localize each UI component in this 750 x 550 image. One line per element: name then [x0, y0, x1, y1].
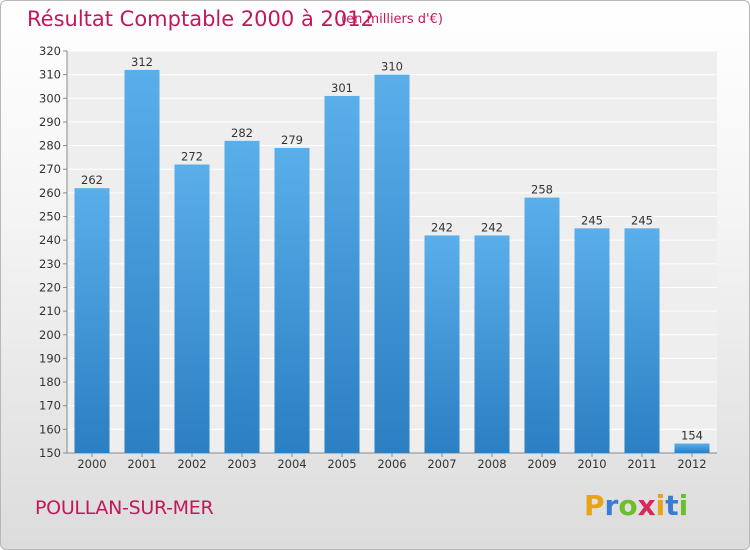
logo-letter: r: [604, 489, 619, 522]
logo-letter: i: [678, 489, 689, 522]
x-tick-label: 2011: [627, 457, 656, 471]
logo-letter: P: [584, 489, 605, 522]
data-label: 154: [681, 429, 703, 443]
x-tick-label: 2002: [177, 457, 206, 471]
city-name: POULLAN-SUR-MER: [35, 497, 214, 519]
x-tick-label: 2008: [477, 457, 506, 471]
x-tick-label: 2007: [427, 457, 456, 471]
data-label: 245: [581, 213, 603, 227]
data-label: 258: [531, 183, 553, 197]
data-label: 282: [231, 126, 253, 140]
y-tick-label: 270: [39, 162, 61, 176]
y-tick-label: 240: [39, 233, 61, 247]
y-tick-label: 230: [39, 257, 61, 271]
y-tick-label: 210: [39, 304, 61, 318]
y-tick-label: 170: [39, 399, 61, 413]
x-tick-label: 2004: [277, 457, 306, 471]
bar: [174, 164, 210, 453]
x-tick-label: 2003: [227, 457, 256, 471]
x-tick-label: 2001: [127, 457, 156, 471]
y-tick-label: 200: [39, 328, 61, 342]
bar: [674, 443, 710, 453]
x-tick-label: 2012: [677, 457, 706, 471]
bar: [424, 235, 460, 453]
logo-letter: x: [637, 489, 656, 522]
y-tick-label: 150: [39, 446, 61, 460]
proxiti-logo[interactable]: Proxiti: [584, 489, 688, 522]
data-label: 262: [81, 173, 103, 187]
bar: [224, 140, 260, 453]
chart-subtitle: (en milliers d'€): [341, 12, 443, 27]
y-tick-label: 300: [39, 91, 61, 105]
data-label: 312: [131, 55, 153, 69]
bar: [574, 228, 610, 453]
y-tick-label: 310: [39, 68, 61, 82]
data-label: 242: [481, 220, 503, 234]
logo-letter: o: [618, 489, 638, 522]
bar: [124, 69, 160, 453]
x-tick-label: 2006: [377, 457, 406, 471]
bar: [474, 235, 510, 453]
bar: [324, 95, 360, 453]
x-tick-label: 2009: [527, 457, 556, 471]
bar: [74, 188, 110, 453]
y-tick-label: 320: [39, 44, 61, 58]
y-tick-label: 280: [39, 139, 61, 153]
x-tick-label: 2000: [77, 457, 106, 471]
data-label: 301: [331, 81, 353, 95]
data-label: 279: [281, 133, 303, 147]
logo-letter: t: [665, 489, 679, 522]
x-tick-label: 2005: [327, 457, 356, 471]
y-tick-label: 290: [39, 115, 61, 129]
bar: [524, 197, 560, 453]
y-tick-label: 250: [39, 210, 61, 224]
y-tick-label: 220: [39, 280, 61, 294]
bar: [624, 228, 660, 453]
y-tick-label: 180: [39, 375, 61, 389]
y-tick-label: 190: [39, 351, 61, 365]
data-label: 272: [181, 150, 203, 164]
bar: [374, 74, 410, 453]
data-label: 242: [431, 220, 453, 234]
x-tick-label: 2010: [577, 457, 606, 471]
logo-letter: i: [655, 489, 666, 522]
y-tick-label: 160: [39, 422, 61, 436]
plot-area: 150 160 170 180 190 200 210 220 230 240 250 260 270 2…: [39, 44, 717, 471]
chart-title: Résultat Comptable 2000 à 2012: [27, 7, 374, 31]
y-tick-label: 260: [39, 186, 61, 200]
data-label: 310: [381, 60, 403, 74]
data-label: 245: [631, 213, 653, 227]
bar: [274, 147, 310, 453]
